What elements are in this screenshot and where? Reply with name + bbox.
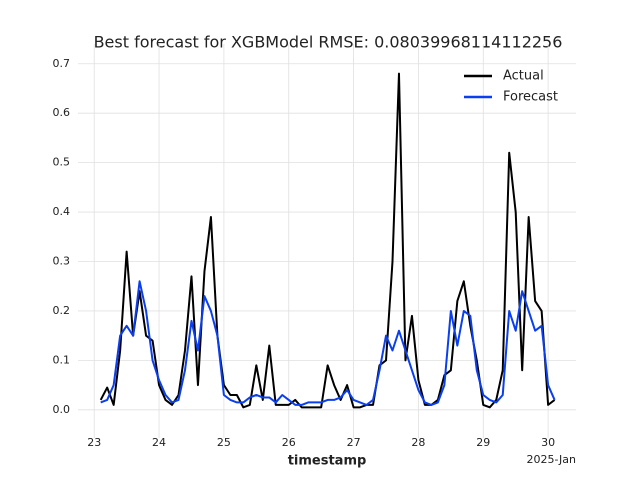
legend-label: Forecast xyxy=(503,90,558,105)
x-tick-label: 29 xyxy=(476,436,490,449)
x-tick-label: 27 xyxy=(347,436,361,449)
chart-title: Best forecast for XGBModel RMSE: 0.08039… xyxy=(94,33,563,52)
y-tick-label: 0.3 xyxy=(53,255,71,268)
series-line xyxy=(99,72,556,409)
y-tick-label: 0.5 xyxy=(53,156,71,169)
y-tick-label: 0.4 xyxy=(53,205,71,218)
y-tick-label: 0.1 xyxy=(53,353,71,366)
x-tick-label: 28 xyxy=(411,436,425,449)
y-tick-label: 0.6 xyxy=(53,106,71,119)
y-tick-label: 0.2 xyxy=(53,304,71,317)
x-tick-label: 26 xyxy=(282,436,296,449)
x-tick-label: 23 xyxy=(87,436,101,449)
series-line xyxy=(100,280,556,406)
x-tick-label: 24 xyxy=(152,436,166,449)
x-tick-label: 25 xyxy=(217,436,231,449)
x-tick-label: 30 xyxy=(541,436,555,449)
y-tick-label: 0.0 xyxy=(53,403,71,416)
y-tick-label: 0.7 xyxy=(53,57,71,70)
legend-label: Actual xyxy=(503,69,544,84)
x-offset-label: 2025-Jan xyxy=(526,453,576,466)
x-axis-label: timestamp xyxy=(288,454,367,469)
